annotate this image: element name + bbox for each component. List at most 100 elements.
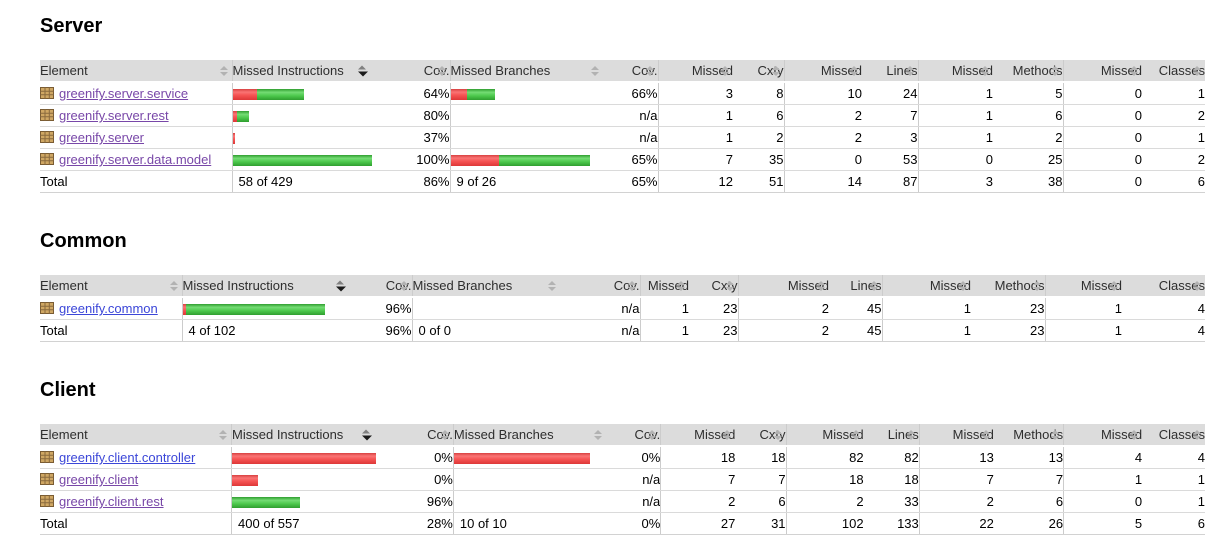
- column-header-missed-lines[interactable]: Missed: [783, 60, 862, 83]
- missed-lines-cell: 18: [785, 468, 864, 491]
- lines-cell: 82: [863, 446, 920, 469]
- column-header-element[interactable]: Element: [40, 275, 182, 298]
- missed-methods-cell: 1: [917, 82, 993, 105]
- column-header-missed-methods[interactable]: Missed: [918, 424, 994, 447]
- package-link[interactable]: greenify.server: [59, 130, 145, 145]
- lines-cell: 18: [863, 468, 920, 491]
- element-cell: greenify.client.rest: [40, 490, 232, 513]
- column-header-missed-lines[interactable]: Missed: [737, 275, 829, 298]
- column-header-missed-classes[interactable]: Missed: [1063, 424, 1143, 447]
- column-header-instruction-coverage[interactable]: Cov.: [376, 424, 454, 447]
- sort-icon: [1193, 280, 1201, 291]
- sort-icon: [440, 429, 449, 440]
- column-header-missed-classes[interactable]: Missed: [1062, 60, 1142, 83]
- package-row: greenify.server.rest 80% n/a 1 6 2 7 1 6 0 2: [40, 104, 1205, 127]
- column-header-missed-methods[interactable]: Missed: [881, 275, 971, 298]
- package-link[interactable]: greenify.client: [59, 472, 139, 487]
- column-header-instruction-coverage[interactable]: Cov.: [372, 60, 450, 83]
- column-header-classes[interactable]: Classes: [1142, 424, 1205, 447]
- column-header-missed-instructions[interactable]: Missed Instructions: [231, 424, 377, 447]
- package-link[interactable]: greenify.server.data.model: [59, 152, 212, 167]
- column-header-missed-instructions[interactable]: Missed Instructions: [181, 275, 350, 298]
- package-link[interactable]: greenify.client.controller: [59, 450, 196, 465]
- column-header-missed-instructions[interactable]: Missed Instructions: [231, 60, 372, 83]
- column-header-methods[interactable]: Methods: [971, 275, 1045, 298]
- classes-cell: 2: [1142, 104, 1205, 127]
- branch-coverage-cell: n/a: [603, 126, 658, 149]
- column-header-methods[interactable]: Methods: [993, 60, 1063, 83]
- element-cell: greenify.server.data.model: [40, 148, 232, 171]
- total-classes-cell: 6: [1142, 170, 1205, 193]
- methods-cell: 25: [993, 148, 1063, 171]
- sort-icon: [1193, 429, 1201, 440]
- column-header-missed-cxty[interactable]: Missed: [639, 275, 689, 298]
- missed-branches-bar-cell: [411, 297, 560, 320]
- package-link[interactable]: greenify.common: [59, 301, 158, 316]
- missed-instructions-bar-cell: [231, 490, 377, 513]
- column-header-element[interactable]: Element: [40, 424, 232, 447]
- column-header-missed-branches[interactable]: Missed Branches: [452, 424, 607, 447]
- column-header-label: Cxty: [759, 427, 786, 442]
- column-header-branch-coverage[interactable]: Cov.: [606, 424, 661, 447]
- lines-cell: 53: [862, 148, 918, 171]
- column-header-classes[interactable]: Classes: [1122, 275, 1205, 298]
- column-header-missed-classes[interactable]: Missed: [1044, 275, 1122, 298]
- sort-icon: [817, 280, 825, 291]
- package-link[interactable]: greenify.server.service: [59, 86, 189, 101]
- column-header-lines[interactable]: Lines: [863, 424, 920, 447]
- total-missed-cxty-cell: 27: [660, 512, 736, 535]
- cxty-cell: 18: [735, 446, 787, 469]
- total-instruction-coverage: 28%: [376, 512, 454, 535]
- column-header-lines[interactable]: Lines: [829, 275, 882, 298]
- missed-cxty-cell: 18: [660, 446, 736, 469]
- missed-cxty-cell: 2: [660, 490, 736, 513]
- package-icon: [40, 450, 54, 464]
- classes-cell: 4: [1142, 446, 1205, 469]
- column-header-label: Methods: [1012, 63, 1063, 78]
- column-header-branch-coverage[interactable]: Cov.: [603, 60, 658, 83]
- sort-icon: [1051, 429, 1060, 440]
- column-header-cxty[interactable]: Cxty: [689, 275, 738, 298]
- total-lines-cell: 133: [863, 512, 920, 535]
- classes-cell: 4: [1122, 297, 1205, 320]
- column-header-cxty[interactable]: Cxty: [733, 60, 784, 83]
- sort-icon: [677, 280, 685, 291]
- total-missed-lines-cell: 14: [783, 170, 862, 193]
- sort-icon: [1032, 280, 1041, 291]
- column-header-missed-methods[interactable]: Missed: [917, 60, 993, 83]
- missed-branches-bar-cell: [449, 82, 603, 105]
- package-link[interactable]: greenify.server.rest: [59, 108, 169, 123]
- missed-instructions-bar-cell: [181, 297, 350, 320]
- missed-classes-cell: 0: [1063, 490, 1143, 513]
- column-header-cxty[interactable]: Cxty: [735, 424, 787, 447]
- column-header-missed-branches[interactable]: Missed Branches: [449, 60, 603, 83]
- column-header-missed-cxty[interactable]: Missed: [660, 424, 736, 447]
- element-cell: greenify.client: [40, 468, 232, 491]
- column-header-methods[interactable]: Methods: [993, 424, 1064, 447]
- package-link[interactable]: greenify.client.rest: [59, 494, 164, 509]
- column-header-missed-cxty[interactable]: Missed: [657, 60, 733, 83]
- column-header-missed-lines[interactable]: Missed: [785, 424, 864, 447]
- sort-icon: [219, 65, 228, 76]
- total-methods-cell: 23: [971, 319, 1045, 342]
- column-header-element[interactable]: Element: [40, 60, 232, 83]
- column-header-missed-branches[interactable]: Missed Branches: [411, 275, 560, 298]
- column-header-branch-coverage[interactable]: Cov.: [560, 275, 640, 298]
- total-cxty-cell: 23: [689, 319, 738, 342]
- missed-branches-bar-cell: [452, 446, 607, 469]
- total-instructions-stat: 4 of 102: [181, 319, 350, 342]
- missed-cxty-cell: 1: [657, 104, 733, 127]
- missed-instructions-bar-red-segment: [183, 304, 186, 316]
- column-header-lines[interactable]: Lines: [862, 60, 918, 83]
- section-server: Server Element Missed Instructions Cov. Miss…: [40, 14, 1205, 193]
- total-label: Total: [40, 319, 182, 342]
- column-header-label: Methods: [1013, 427, 1064, 442]
- missed-classes-cell: 0: [1062, 104, 1142, 127]
- column-header-instruction-coverage[interactable]: Cov.: [350, 275, 412, 298]
- column-header-classes[interactable]: Classes: [1142, 60, 1205, 83]
- cxty-cell: 6: [735, 490, 787, 513]
- package-icon: [40, 494, 54, 508]
- package-icon: [40, 86, 54, 100]
- total-branch-coverage: n/a: [560, 319, 640, 342]
- total-methods-cell: 38: [993, 170, 1063, 193]
